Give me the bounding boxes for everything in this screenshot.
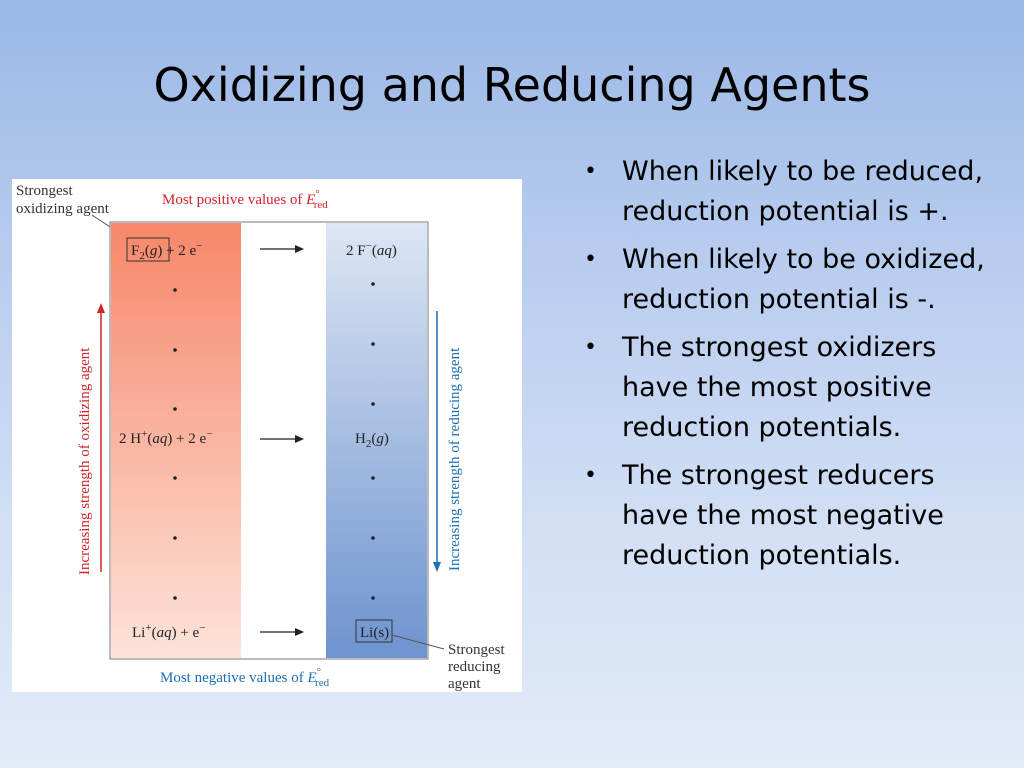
bullet-dot-icon: • — [584, 335, 597, 360]
strongest-oxidizing-label-line1: Strongest — [16, 183, 74, 199]
bottom-values-label: Most negative values of E° red — [160, 666, 330, 689]
reaction-row-1-left: F2(g) + 2 e− — [131, 240, 202, 262]
reducing-column — [326, 223, 427, 658]
reaction-row-1-right: 2 F−(aq) — [346, 240, 397, 259]
bullet-text: When likely to be oxidized, reduction po… — [622, 244, 985, 315]
bullet-item: • The strongest oxidizers have the most p… — [580, 328, 1000, 448]
reaction-row-2-left: 2 H+(aq) + 2 e− — [119, 428, 212, 447]
oxidizing-strength-arrow-icon — [97, 303, 105, 572]
strongest-reducing-label-line2: reducing — [448, 659, 501, 675]
arrow-icon — [260, 435, 304, 443]
bullet-text: The strongest oxidizers have the most po… — [622, 332, 937, 443]
strongest-oxidizing-label-line2: oxidizing agent — [16, 201, 110, 217]
arrow-icon — [260, 245, 304, 253]
bullet-item: • When likely to be reduced, reduction po… — [580, 152, 1000, 232]
reaction-row-3-left: Li+(aq) + e− — [132, 622, 205, 641]
slide-title: Oxidizing and Reducing Agents — [153, 58, 871, 112]
arrow-icon — [260, 628, 304, 636]
bullet-item: • When likely to be oxidized, reduction p… — [580, 240, 1000, 320]
f2-highlight-box — [126, 237, 170, 262]
oxidizing-axis-label: Increasing strength of oxidizing agent — [77, 347, 93, 575]
ellipsis-dots — [173, 282, 375, 600]
bullet-text: The strongest reducers have the most neg… — [622, 460, 944, 571]
reaction-row-3-right: Li(s) — [360, 625, 389, 641]
reducing-pointer-line — [391, 634, 445, 650]
oxidizing-column — [111, 223, 241, 658]
figure-canvas: Most positive values of E° red Strongest … — [16, 183, 506, 692]
strongest-reducing-label-line3: agent — [448, 676, 481, 692]
strongest-reducing-label-line1: Strongest — [448, 642, 506, 658]
bullet-text: When likely to be reduced, reduction pot… — [622, 156, 984, 227]
reduction-potential-figure: Most positive values of E° red Strongest … — [12, 179, 522, 692]
reaction-row-2-right: H2(g) — [355, 431, 389, 450]
li-highlight-box — [355, 619, 393, 643]
reducing-strength-arrow-icon — [433, 311, 441, 572]
bullet-item: • The strongest reducers have the most ne… — [580, 456, 1000, 576]
bullet-list: • When likely to be reduced, reduction po… — [580, 152, 1000, 584]
bullet-dot-icon: • — [584, 463, 597, 488]
reducing-axis-label: Increasing strength of reducing agent — [447, 347, 463, 571]
top-values-label: Most positive values of E° red — [162, 188, 328, 211]
bullet-dot-icon: • — [584, 247, 597, 272]
bullet-dot-icon: • — [584, 159, 597, 184]
